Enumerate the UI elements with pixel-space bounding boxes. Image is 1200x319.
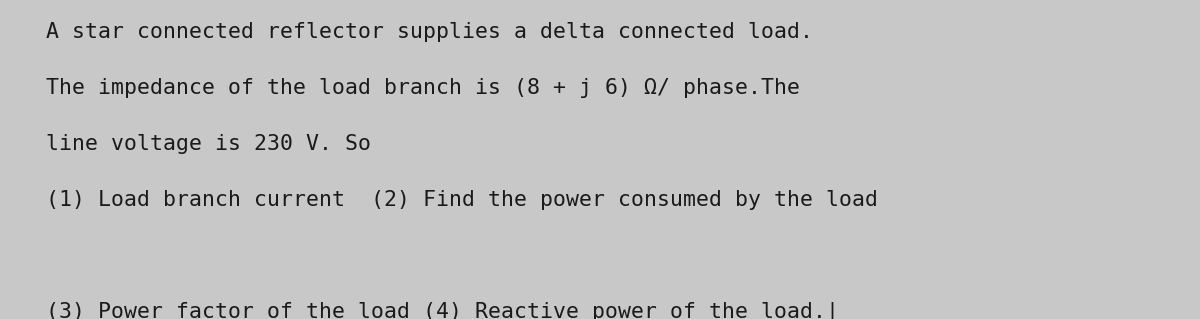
Text: A star connected reflector supplies a delta connected load.: A star connected reflector supplies a de… (46, 22, 812, 42)
Text: (1) Load branch current  (2) Find the power consumed by the load: (1) Load branch current (2) Find the pow… (46, 190, 877, 210)
Text: (3) Power factor of the load (4) Reactive power of the load.|: (3) Power factor of the load (4) Reactiv… (46, 301, 839, 319)
Text: The impedance of the load branch is (8 + j 6) Ω/ phase.The: The impedance of the load branch is (8 +… (46, 78, 799, 98)
Text: line voltage is 230 V. So: line voltage is 230 V. So (46, 134, 371, 154)
